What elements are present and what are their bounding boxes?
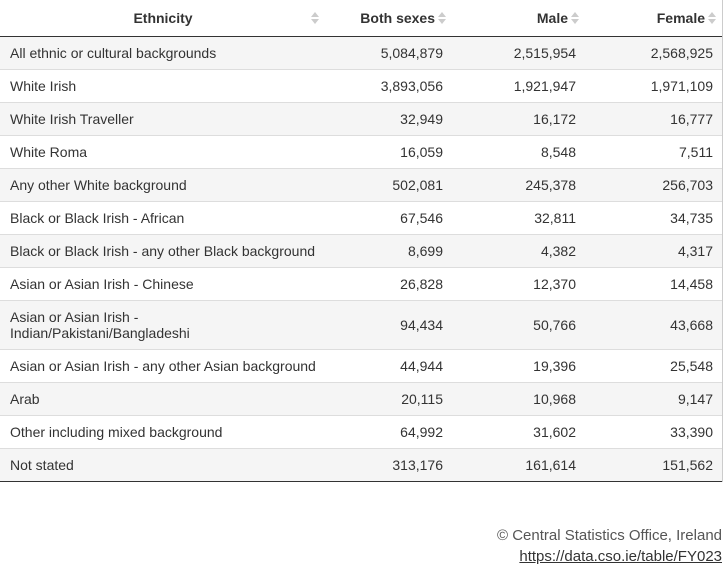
cell-number: 31,602 (452, 415, 585, 449)
table-container: Ethnicity Both sexes Male Female All ethnic… (0, 0, 723, 482)
cell-number: 64,992 (325, 415, 452, 449)
table-row: Other including mixed background 64,992 31… (0, 415, 722, 449)
table-row: Asian or Asian Irish - any other Asian b… (0, 349, 722, 383)
header-row: Ethnicity Both sexes Male Female (0, 0, 722, 37)
cell-number: 26,828 (325, 267, 452, 301)
cell-number: 7,511 (585, 135, 722, 169)
cell-number: 2,568,925 (585, 36, 722, 70)
cell-number: 151,562 (585, 448, 722, 482)
column-header[interactable]: Female (585, 0, 722, 37)
cell-number: 25,548 (585, 349, 722, 383)
column-header[interactable]: Ethnicity (0, 0, 325, 37)
cell-number: 32,811 (452, 201, 585, 235)
table-row: Black or Black Irish - African 67,546 32,8… (0, 201, 722, 235)
cell-number: 3,893,056 (325, 69, 452, 103)
cell-number: 2,515,954 (452, 36, 585, 70)
cell-label: Other including mixed background (0, 415, 325, 449)
cell-number: 313,176 (325, 448, 452, 482)
cell-number: 8,548 (452, 135, 585, 169)
cell-number: 34,735 (585, 201, 722, 235)
cell-label: Black or Black Irish - African (0, 201, 325, 235)
cell-label: Asian or Asian Irish - Indian/Pakistani/… (0, 300, 325, 350)
table-row: White Irish Traveller 32,949 16,172 16,777 (0, 102, 722, 136)
column-header[interactable]: Both sexes (325, 0, 452, 37)
column-title: Female (656, 10, 705, 26)
cell-number: 16,777 (585, 102, 722, 136)
cell-number: 67,546 (325, 201, 452, 235)
cell-number: 20,115 (325, 382, 452, 416)
sort-icon[interactable] (438, 11, 446, 25)
cell-label: White Roma (0, 135, 325, 169)
source-link[interactable]: https://data.cso.ie/table/FY023 (519, 548, 722, 565)
cell-number: 16,059 (325, 135, 452, 169)
cell-number: 10,968 (452, 382, 585, 416)
column-header[interactable]: Male (452, 0, 585, 37)
cell-number: 4,317 (585, 234, 722, 268)
sort-icon[interactable] (571, 11, 579, 25)
data-table: Ethnicity Both sexes Male Female All ethnic… (0, 0, 722, 482)
table-row: Not stated 313,176 161,614 151,562 (0, 448, 722, 482)
cell-number: 43,668 (585, 300, 722, 350)
cell-number: 12,370 (452, 267, 585, 301)
cell-number: 32,949 (325, 102, 452, 136)
table-body: All ethnic or cultural backgrounds 5,084,… (0, 36, 722, 482)
column-title: Ethnicity (133, 10, 193, 26)
table-row: White Irish 3,893,056 1,921,947 1,971,109 (0, 69, 722, 103)
table-row: Asian or Asian Irish - Chinese 26,828 12,3… (0, 267, 722, 301)
cell-number: 245,378 (452, 168, 585, 202)
cell-label: Asian or Asian Irish - Chinese (0, 267, 325, 301)
column-title: Male (536, 10, 568, 26)
cell-number: 161,614 (452, 448, 585, 482)
cell-number: 44,944 (325, 349, 452, 383)
cell-number: 256,703 (585, 168, 722, 202)
cell-number: 19,396 (452, 349, 585, 383)
cell-number: 502,081 (325, 168, 452, 202)
cell-number: 16,172 (452, 102, 585, 136)
cell-label: Not stated (0, 448, 325, 482)
sort-icon[interactable] (311, 11, 319, 25)
table-row: Black or Black Irish - any other Black b… (0, 234, 722, 268)
cell-label: White Irish (0, 69, 325, 103)
table-row: All ethnic or cultural backgrounds 5,084,… (0, 36, 722, 70)
cell-number: 1,971,109 (585, 69, 722, 103)
table-row: White Roma 16,059 8,548 7,511 (0, 135, 722, 169)
cell-number: 8,699 (325, 234, 452, 268)
table-row: Asian or Asian Irish - Indian/Pakistani/… (0, 300, 722, 350)
cell-label: White Irish Traveller (0, 102, 325, 136)
cell-number: 5,084,879 (325, 36, 452, 70)
sort-icon[interactable] (708, 11, 716, 25)
cell-number: 50,766 (452, 300, 585, 350)
source: © Central Statistics Office, Ireland (496, 527, 722, 544)
cell-number: 94,434 (325, 300, 452, 350)
cell-label: All ethnic or cultural backgrounds (0, 36, 325, 70)
cell-number: 33,390 (585, 415, 722, 449)
table-row: Any other White background 502,081 245,378… (0, 168, 722, 202)
cell-number: 1,921,947 (452, 69, 585, 103)
cell-number: 9,147 (585, 382, 722, 416)
cell-label: Asian or Asian Irish - any other Asian b… (0, 349, 325, 383)
cell-number: 14,458 (585, 267, 722, 301)
cell-label: Black or Black Irish - any other Black b… (0, 234, 325, 268)
table-row: Arab 20,115 10,968 9,147 (0, 382, 722, 416)
footer: © Central Statistics Office, Ireland htt… (497, 525, 722, 567)
cell-label: Any other White background (0, 168, 325, 202)
column-title: Both sexes (360, 10, 435, 26)
cell-label: Arab (0, 382, 325, 416)
cell-number: 4,382 (452, 234, 585, 268)
